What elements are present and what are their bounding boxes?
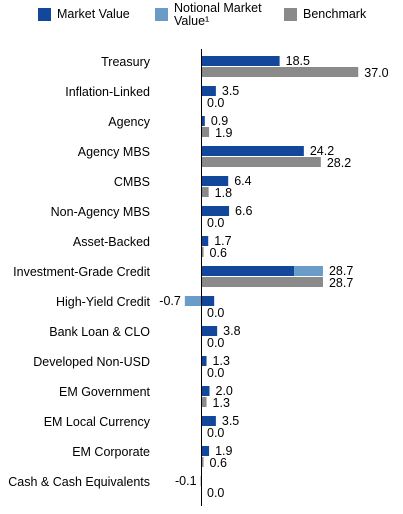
value-label-portfolio-em-corporate: 1.9 [215, 444, 232, 458]
legend-swatch-benchmark [284, 8, 297, 21]
value-label-portfolio-em-local-currency: 3.5 [222, 414, 239, 428]
value-label-portfolio-agency-mbs: 24.2 [310, 144, 334, 158]
value-label-benchmark-investment-grade-credit: 28.7 [329, 276, 353, 290]
bar-market-value-agency-mbs [201, 146, 304, 156]
value-label-portfolio-high-yield-credit: -0.7 [159, 294, 181, 308]
value-label-portfolio-em-government: 2.0 [216, 384, 233, 398]
value-label-benchmark-agency: 1.9 [215, 126, 232, 140]
value-label-benchmark-em-corporate: 0.6 [210, 456, 227, 470]
value-label-benchmark-non-agency-mbs: 0.0 [207, 216, 224, 230]
category-label-investment-grade-credit: Investment-Grade Credit [13, 265, 150, 279]
bar-benchmark-em-government [201, 397, 207, 407]
category-label-developed-non-usd: Developed Non-USD [33, 355, 150, 369]
value-label-portfolio-developed-non-usd: 1.3 [213, 354, 230, 368]
value-label-portfolio-investment-grade-credit: 28.7 [329, 264, 353, 278]
legend-item-benchmark: Benchmark [284, 2, 366, 21]
category-label-em-local-currency: EM Local Currency [44, 415, 151, 429]
category-label-high-yield-credit: High-Yield Credit [56, 295, 151, 309]
category-label-asset-backed: Asset-Backed [73, 235, 150, 249]
value-label-benchmark-high-yield-credit: 0.0 [207, 306, 224, 320]
bar-benchmark-agency-mbs [201, 157, 321, 167]
category-label-agency-mbs: Agency MBS [78, 145, 150, 159]
legend-item-notional-market-value: Notional Market Value¹ [155, 2, 279, 28]
bar-benchmark-em-corporate [201, 457, 204, 467]
bar-market-value-developed-non-usd [201, 356, 207, 366]
bar-market-value-cmbs [201, 176, 229, 186]
bar-benchmark-cmbs [201, 187, 209, 197]
value-label-portfolio-non-agency-mbs: 6.6 [235, 204, 252, 218]
legend-item-market-value: Market Value [38, 2, 130, 21]
bar-notional-investment-grade-credit [294, 266, 323, 276]
value-label-portfolio-agency: 0.9 [211, 114, 228, 128]
category-label-agency: Agency [108, 115, 150, 129]
bar-market-value-bank-loan-clo [201, 326, 218, 336]
value-label-benchmark-em-government: 1.3 [213, 396, 230, 410]
bar-market-value-non-agency-mbs [201, 206, 230, 216]
category-label-inflation-linked: Inflation-Linked [65, 85, 150, 99]
bar-benchmark-treasury [201, 67, 359, 77]
category-label-cash-cash-equivalents: Cash & Cash Equivalents [8, 475, 150, 489]
bar-market-value-em-local-currency [201, 416, 216, 426]
category-label-bank-loan-clo: Bank Loan & CLO [49, 325, 150, 339]
value-label-benchmark-treasury: 37.0 [364, 66, 388, 80]
value-label-portfolio-bank-loan-clo: 3.8 [223, 324, 240, 338]
value-label-benchmark-developed-non-usd: 0.0 [207, 366, 224, 380]
legend-label-market-value: Market Value [57, 7, 130, 21]
value-label-benchmark-cmbs: 1.8 [215, 186, 232, 200]
bar-benchmark-investment-grade-credit [201, 277, 323, 287]
bar-market-value-em-government [201, 386, 210, 396]
value-label-benchmark-cash-cash-equivalents: 0.0 [207, 486, 224, 500]
legend-swatch-notional-market-value [155, 8, 168, 21]
value-label-portfolio-asset-backed: 1.7 [214, 234, 231, 248]
value-label-benchmark-asset-backed: 0.6 [210, 246, 227, 260]
bar-benchmark-agency [201, 127, 210, 137]
value-label-benchmark-inflation-linked: 0.0 [207, 96, 224, 110]
category-label-non-agency-mbs: Non-Agency MBS [51, 205, 150, 219]
category-label-em-corporate: EM Corporate [72, 445, 150, 459]
value-label-portfolio-treasury: 18.5 [286, 54, 310, 68]
legend-label-benchmark: Benchmark [303, 7, 367, 21]
value-label-portfolio-inflation-linked: 3.5 [222, 84, 239, 98]
category-label-treasury: Treasury [101, 55, 151, 69]
bar-notional-high-yield-credit [184, 296, 201, 306]
bar-market-value-investment-grade-credit [201, 266, 295, 276]
chart-legend: Market Value Notional Market Value¹ Benc… [0, 2, 403, 40]
value-label-benchmark-bank-loan-clo: 0.0 [207, 336, 224, 350]
bar-market-value-high-yield-credit [201, 296, 215, 306]
category-label-em-government: EM Government [59, 385, 151, 399]
value-label-portfolio-cash-cash-equivalents: -0.1 [175, 474, 197, 488]
bar-market-value-asset-backed [201, 236, 209, 246]
value-label-benchmark-agency-mbs: 28.2 [327, 156, 351, 170]
bar-market-value-em-corporate [201, 446, 210, 456]
bar-market-value-agency [201, 116, 205, 126]
legend-swatch-market-value [38, 8, 51, 21]
bar-benchmark-asset-backed [201, 247, 204, 257]
bar-market-value-treasury [201, 56, 280, 66]
bar-market-value-inflation-linked [201, 86, 216, 96]
legend-label-notional-market-value: Notional Market Value¹ [174, 1, 262, 28]
value-label-portfolio-cmbs: 6.4 [234, 174, 251, 188]
value-label-benchmark-em-local-currency: 0.0 [207, 426, 224, 440]
category-label-cmbs: CMBS [114, 175, 150, 189]
